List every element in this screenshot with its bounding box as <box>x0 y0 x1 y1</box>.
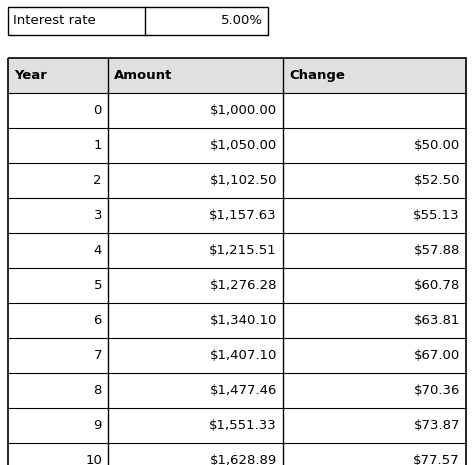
Text: 1: 1 <box>93 139 102 152</box>
Bar <box>8 443 466 465</box>
Bar <box>8 373 466 408</box>
Bar <box>8 268 466 303</box>
Text: $55.13: $55.13 <box>413 209 460 222</box>
Text: 7: 7 <box>93 349 102 362</box>
Text: $1,000.00: $1,000.00 <box>210 104 277 117</box>
Text: 0: 0 <box>94 104 102 117</box>
Text: $77.57: $77.57 <box>413 454 460 465</box>
Text: $1,628.89: $1,628.89 <box>210 454 277 465</box>
Text: $1,215.51: $1,215.51 <box>209 244 277 257</box>
Text: $60.78: $60.78 <box>414 279 460 292</box>
Text: $1,477.46: $1,477.46 <box>210 384 277 397</box>
Text: $73.87: $73.87 <box>413 419 460 432</box>
Bar <box>8 163 466 198</box>
Text: Year: Year <box>14 69 47 82</box>
Text: $1,102.50: $1,102.50 <box>210 174 277 187</box>
Text: Interest rate: Interest rate <box>13 14 96 27</box>
Text: $1,407.10: $1,407.10 <box>210 349 277 362</box>
Text: 5: 5 <box>93 279 102 292</box>
Text: 4: 4 <box>94 244 102 257</box>
Text: Amount: Amount <box>114 69 173 82</box>
Bar <box>8 128 466 163</box>
Text: 9: 9 <box>94 419 102 432</box>
Bar <box>8 338 466 373</box>
Text: $50.00: $50.00 <box>414 139 460 152</box>
Bar <box>8 58 466 93</box>
Bar <box>8 233 466 268</box>
Text: 3: 3 <box>93 209 102 222</box>
Text: $63.81: $63.81 <box>414 314 460 327</box>
Bar <box>8 303 466 338</box>
Text: $67.00: $67.00 <box>414 349 460 362</box>
Text: $1,050.00: $1,050.00 <box>210 139 277 152</box>
Bar <box>8 93 466 128</box>
Text: $1,276.28: $1,276.28 <box>210 279 277 292</box>
Bar <box>8 198 466 233</box>
Text: 10: 10 <box>85 454 102 465</box>
Text: $70.36: $70.36 <box>414 384 460 397</box>
Text: 5.00%: 5.00% <box>221 14 263 27</box>
Text: $1,340.10: $1,340.10 <box>210 314 277 327</box>
Text: 2: 2 <box>93 174 102 187</box>
Bar <box>8 408 466 443</box>
Text: Change: Change <box>289 69 345 82</box>
Text: $1,157.63: $1,157.63 <box>210 209 277 222</box>
Text: 8: 8 <box>94 384 102 397</box>
Bar <box>8 7 268 35</box>
Text: $1,551.33: $1,551.33 <box>209 419 277 432</box>
Text: $57.88: $57.88 <box>414 244 460 257</box>
Text: 6: 6 <box>94 314 102 327</box>
Text: $52.50: $52.50 <box>413 174 460 187</box>
